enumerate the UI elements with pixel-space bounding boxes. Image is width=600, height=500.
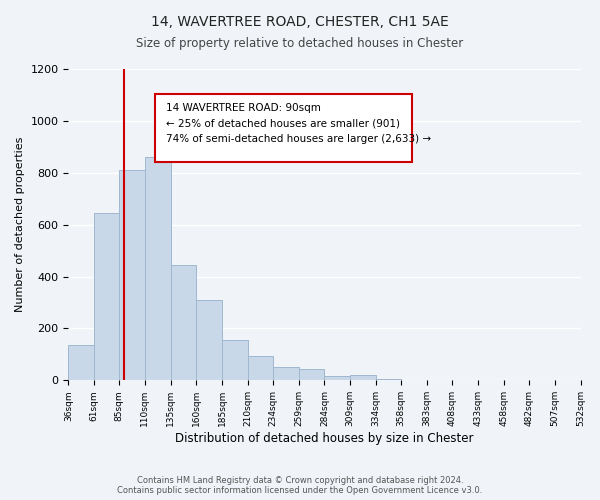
Bar bbox=[376, 379, 401, 380]
Bar bbox=[222, 340, 248, 380]
Text: Contains HM Land Registry data © Crown copyright and database right 2024.: Contains HM Land Registry data © Crown c… bbox=[137, 476, 463, 485]
X-axis label: Distribution of detached houses by size in Chester: Distribution of detached houses by size … bbox=[175, 432, 474, 445]
Bar bbox=[273, 367, 299, 380]
FancyBboxPatch shape bbox=[155, 94, 412, 162]
Bar bbox=[145, 157, 170, 380]
Y-axis label: Number of detached properties: Number of detached properties bbox=[15, 137, 25, 312]
Bar bbox=[299, 370, 325, 380]
Text: Size of property relative to detached houses in Chester: Size of property relative to detached ho… bbox=[136, 38, 464, 51]
Bar bbox=[248, 356, 273, 380]
Text: 14, WAVERTREE ROAD, CHESTER, CH1 5AE: 14, WAVERTREE ROAD, CHESTER, CH1 5AE bbox=[151, 15, 449, 29]
Bar bbox=[325, 376, 350, 380]
Text: Contains public sector information licensed under the Open Government Licence v3: Contains public sector information licen… bbox=[118, 486, 482, 495]
Bar bbox=[119, 170, 145, 380]
Bar bbox=[68, 346, 94, 380]
Text: 14 WAVERTREE ROAD: 90sqm
← 25% of detached houses are smaller (901)
74% of semi-: 14 WAVERTREE ROAD: 90sqm ← 25% of detach… bbox=[166, 103, 431, 144]
Bar bbox=[170, 265, 196, 380]
Bar bbox=[196, 300, 222, 380]
Bar bbox=[350, 375, 376, 380]
Bar bbox=[94, 213, 119, 380]
